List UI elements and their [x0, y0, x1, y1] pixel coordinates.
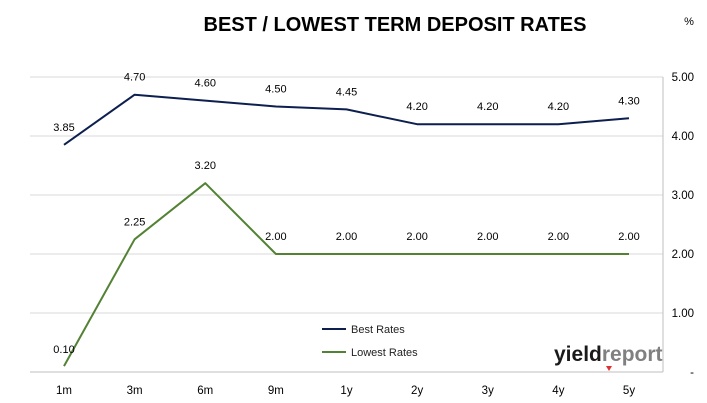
- axes: [30, 77, 664, 373]
- y-axis-ticks: - 1.00 2.00 3.00 4.00 5.00: [672, 72, 695, 379]
- data-label-best-rates: 4.70: [124, 72, 145, 84]
- y-tick-label: -: [690, 367, 694, 379]
- y-tick-label: 2.00: [672, 249, 694, 261]
- series-line-best-rates: [63, 93, 630, 146]
- x-tick-label: 1y: [340, 385, 352, 397]
- data-label-lowest-rates: 2.00: [548, 231, 569, 243]
- data-label-lowest-rates: 2.00: [265, 231, 286, 243]
- series-lines: [63, 93, 630, 367]
- data-label-best-rates: 4.20: [477, 101, 498, 113]
- y-tick-label: 4.00: [672, 131, 694, 143]
- logo-text-yield: yield: [554, 343, 602, 366]
- data-label-lowest-rates: 0.10: [53, 344, 74, 356]
- chart-title: BEST / LOWEST TERM DEPOSIT RATES: [204, 14, 587, 36]
- data-label-lowest-rates: 2.00: [618, 231, 639, 243]
- y-tick-label: 1.00: [672, 308, 694, 320]
- data-label-lowest-rates: 2.00: [406, 231, 427, 243]
- x-tick-label: 6m: [197, 385, 213, 397]
- x-tick-label: 3m: [127, 385, 143, 397]
- data-label-best-rates: 4.45: [336, 86, 357, 98]
- legend-label-lowest-rates: Lowest Rates: [351, 347, 418, 359]
- svg-text:yieldreport: yieldreport: [554, 343, 663, 366]
- y-axis-unit: %: [684, 16, 694, 28]
- data-labels: 3.85 4.70 4.60 4.50 4.45 4.20 4.20 4.20 4.30 0.10…: [53, 72, 639, 356]
- data-label-best-rates: 4.20: [548, 101, 569, 113]
- logo-marker-icon: [606, 366, 612, 371]
- data-label-lowest-rates: 2.25: [124, 216, 145, 228]
- x-tick-label: 4y: [552, 385, 564, 397]
- data-label-lowest-rates: 3.20: [195, 160, 216, 172]
- data-label-best-rates: 4.50: [265, 84, 286, 96]
- x-tick-label: 3y: [482, 385, 494, 397]
- x-tick-label: 9m: [268, 385, 284, 397]
- data-label-best-rates: 4.60: [195, 78, 216, 90]
- logo-text-report: report: [602, 343, 663, 366]
- series-line-lowest-rates: [63, 182, 629, 367]
- x-tick-label: 5y: [623, 385, 635, 397]
- data-label-best-rates: 4.20: [406, 101, 427, 113]
- x-tick-label: 2y: [411, 385, 423, 397]
- yieldreport-logo: yieldreport: [554, 343, 663, 371]
- data-label-best-rates: 4.30: [618, 95, 639, 107]
- data-label-lowest-rates: 2.00: [477, 231, 498, 243]
- data-label-best-rates: 3.85: [53, 122, 74, 134]
- data-label-lowest-rates: 2.00: [336, 231, 357, 243]
- y-tick-label: 3.00: [672, 190, 694, 202]
- legend-label-best-rates: Best Rates: [351, 324, 405, 336]
- y-tick-label: 5.00: [672, 72, 694, 84]
- x-tick-label: 1m: [56, 385, 72, 397]
- legend: Best Rates Lowest Rates: [322, 324, 418, 359]
- x-axis-ticks: 1m 3m 6m 9m 1y 2y 3y 4y 5y: [56, 385, 635, 397]
